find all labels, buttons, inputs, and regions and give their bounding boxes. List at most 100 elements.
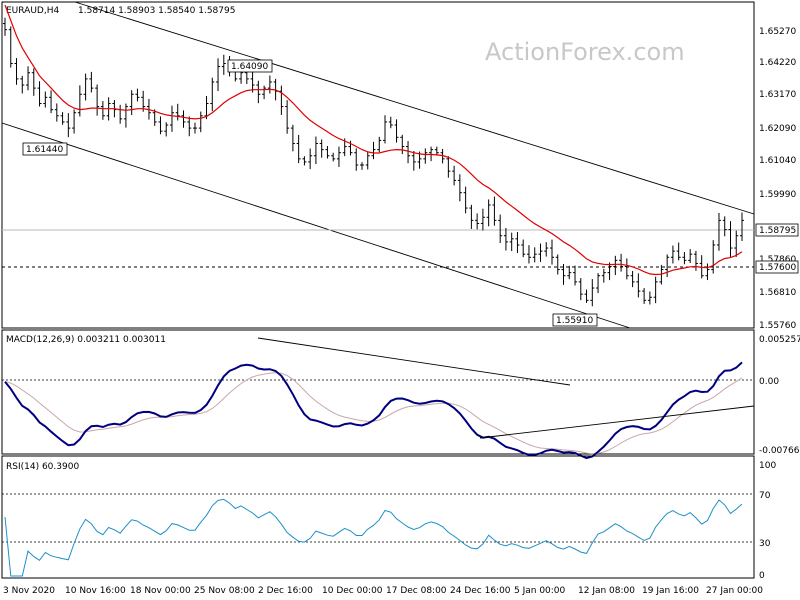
price-candle	[250, 71, 255, 93]
price-candle	[43, 91, 48, 108]
price-candle	[325, 146, 330, 159]
price-candle	[492, 196, 497, 226]
price-candle	[446, 156, 451, 178]
price-candle	[37, 81, 42, 107]
price-candle	[613, 255, 618, 276]
price-candle	[475, 213, 480, 230]
price-candle	[647, 291, 652, 305]
annotation-box	[227, 59, 273, 73]
price-candle	[676, 242, 681, 261]
price-candle	[699, 255, 704, 279]
price-candle	[722, 216, 727, 237]
price-candle	[596, 273, 601, 294]
moving-average-line	[4, 4, 743, 276]
price-candle	[630, 270, 635, 288]
price-candle	[440, 148, 445, 164]
price-candle	[406, 141, 411, 164]
price-panel: ActionForex.com EURAUD,H4 1.58714 1.5890…	[1, 1, 799, 331]
price-candle	[544, 242, 549, 257]
price-candle	[526, 245, 531, 264]
price-tick-label: 1.62090	[759, 124, 796, 134]
macd-upper-trendline	[257, 337, 571, 386]
price-candle	[296, 134, 301, 164]
price-candle	[319, 139, 324, 158]
macd-main-line	[4, 361, 743, 460]
last-price-tag: 1.58795	[755, 223, 799, 237]
price-candle	[728, 221, 733, 257]
macd-title: MACD(12,26,9) 0.003211 0.003011	[6, 335, 166, 345]
price-candle	[95, 84, 100, 116]
price-candle	[624, 258, 629, 280]
rsi-tick-label: 30	[759, 539, 771, 549]
rsi-tick-label: 70	[759, 491, 771, 501]
price-candle	[308, 148, 313, 170]
annotation-box	[552, 313, 598, 327]
price-candle	[538, 243, 543, 262]
price-candle	[469, 204, 474, 229]
price-candle	[693, 250, 698, 271]
rsi-tick-label: 0	[759, 571, 765, 581]
price-candle	[158, 116, 163, 135]
price-candle	[54, 103, 59, 122]
price-candle	[256, 80, 261, 104]
price-candle	[578, 278, 583, 301]
price-candle	[60, 112, 65, 125]
price-candle	[383, 115, 388, 144]
channel-upper-line	[74, 1, 755, 215]
price-candles	[3, 17, 744, 307]
price-candle	[480, 208, 485, 231]
price-candle	[129, 90, 134, 116]
price-tick-label: 1.63170	[759, 90, 796, 100]
price-candle	[567, 265, 572, 280]
macd-tick-label: -0.007663	[759, 446, 800, 456]
price-candle	[331, 152, 336, 162]
price-candle	[198, 111, 203, 133]
price-candle	[561, 263, 566, 285]
price-candle	[187, 116, 192, 137]
chart-header-ohlc: 1.58714 1.58903 1.58540 1.58795	[78, 6, 235, 16]
price-candle	[377, 136, 382, 153]
time-tick-label: 2 Dec 16:00	[258, 586, 313, 596]
channel-lines	[1, 1, 755, 329]
support-tag-text: 1.57600	[759, 263, 796, 273]
price-candle	[216, 58, 221, 91]
price-candle	[642, 288, 647, 304]
price-candle	[354, 148, 359, 171]
price-candle	[313, 136, 318, 165]
price-candle	[290, 124, 295, 152]
price-candle	[400, 134, 405, 155]
price-candle	[100, 101, 105, 120]
price-candle	[740, 212, 744, 241]
price-candle	[584, 289, 589, 303]
price-candle	[411, 151, 416, 171]
price-candle	[181, 110, 186, 128]
last-price-tag-box	[755, 223, 799, 237]
price-candle	[734, 230, 739, 257]
price-tick-label: 1.56810	[759, 288, 796, 298]
price-candle	[204, 96, 209, 120]
price-candle	[670, 245, 675, 264]
price-candle	[705, 263, 710, 281]
price-candle	[486, 199, 491, 227]
price-candle	[365, 151, 370, 170]
time-tick-label: 12 Jan 08:00	[578, 586, 635, 596]
annotation-1-55910: 1.55910	[552, 313, 598, 327]
price-candle	[394, 119, 399, 143]
price-candle	[434, 146, 439, 156]
annotation-text: 1.64090	[231, 62, 268, 72]
price-candle	[688, 249, 693, 264]
price-candle	[89, 71, 94, 93]
price-candle	[66, 113, 71, 138]
price-candle	[14, 58, 19, 85]
price-candle	[164, 122, 169, 137]
price-candle	[221, 54, 226, 75]
time-tick-label: 27 Jan 00:00	[706, 586, 763, 596]
price-tick-label: 1.64220	[759, 58, 796, 68]
macd-panel-frame	[1, 329, 755, 455]
price-candle	[123, 103, 128, 128]
macd-panel: MACD(12,26,9) 0.003211 0.003011 0.005257…	[1, 329, 800, 460]
price-tick-label: 1.59990	[759, 190, 796, 200]
time-tick-label: 10 Nov 16:00	[65, 586, 126, 596]
annotation-text: 1.61440	[26, 145, 63, 155]
rsi-panel-frame	[1, 455, 755, 579]
